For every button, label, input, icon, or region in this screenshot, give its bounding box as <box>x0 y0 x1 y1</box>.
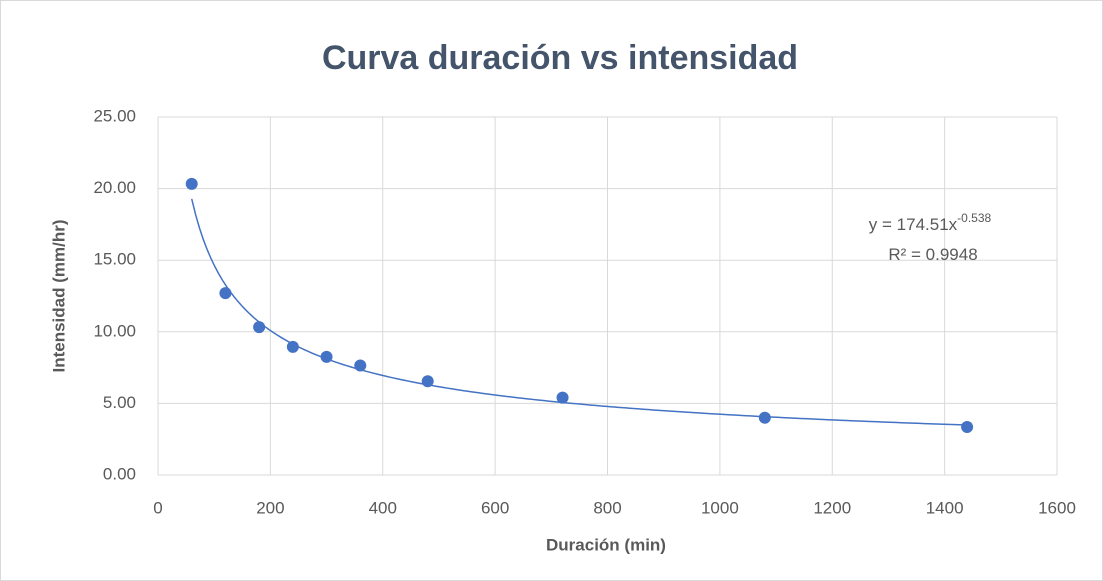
x-axis-label: Duración (min) <box>546 535 666 554</box>
trendline-equation: y = 174.51x-0.538 <box>869 211 992 234</box>
grid <box>157 116 1058 476</box>
y-tick-label: 25.00 <box>93 106 136 125</box>
point <box>556 391 569 404</box>
y-axis-label: Intensidad (mm/hr) <box>49 219 68 372</box>
equation-coefficient: 174.51 <box>897 215 949 234</box>
point <box>253 321 266 334</box>
y-tick-label: 0.00 <box>103 464 136 483</box>
x-tick-label: 0 <box>153 498 162 517</box>
point <box>421 375 434 388</box>
y-tick-label: 10.00 <box>93 321 136 340</box>
r2-prefix: R² = <box>888 245 925 264</box>
equation-exponent: -0.538 <box>957 211 991 225</box>
x-tick-label: 600 <box>481 498 509 517</box>
marks <box>185 177 974 434</box>
y-tick-label: 5.00 <box>103 393 136 412</box>
x-tick-label: 1200 <box>813 498 851 517</box>
point <box>219 287 232 300</box>
y-tick-label: 15.00 <box>93 250 136 269</box>
equation-prefix: y = <box>869 215 897 234</box>
equation-variable: x <box>949 215 958 234</box>
point <box>758 411 771 424</box>
chart-title: Curva duración vs intensidad <box>322 39 798 77</box>
point <box>354 359 367 372</box>
x-tick-label: 1600 <box>1038 498 1076 517</box>
point <box>185 177 198 190</box>
point <box>320 350 333 363</box>
x-tick-label: 1000 <box>701 498 739 517</box>
point <box>286 340 299 353</box>
x-tick-label: 400 <box>369 498 397 517</box>
point <box>961 421 974 434</box>
r2-value: 0.9948 <box>926 245 978 264</box>
x-tick-label: 1400 <box>926 498 964 517</box>
x-tick-label: 200 <box>256 498 284 517</box>
y-tick-label: 20.00 <box>93 178 136 197</box>
trendline-r2: R² = 0.9948 <box>888 245 977 264</box>
x-tick-label: 800 <box>593 498 621 517</box>
